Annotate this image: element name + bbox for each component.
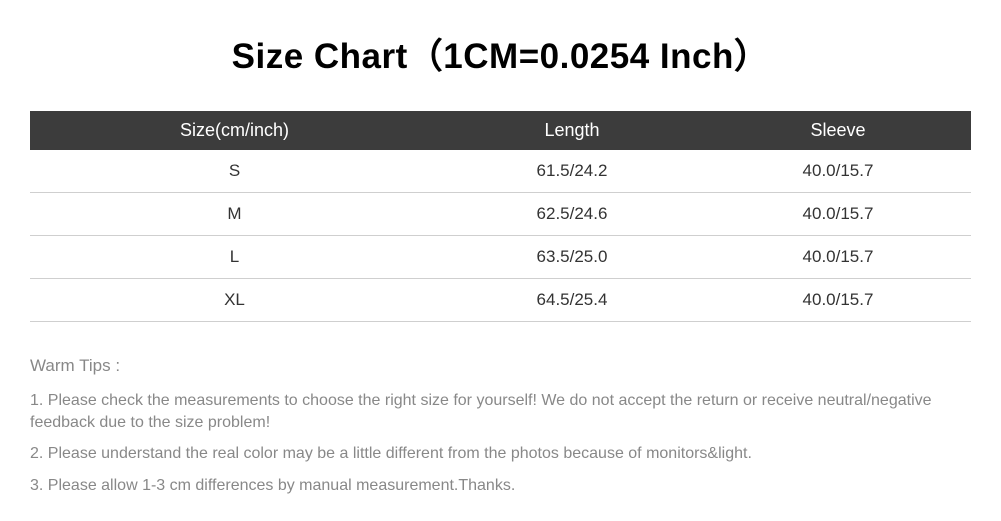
cell-sleeve: 40.0/15.7	[705, 150, 971, 193]
cell-length: 64.5/25.4	[439, 279, 705, 322]
col-header-size: Size(cm/inch)	[30, 111, 439, 150]
cell-sleeve: 40.0/15.7	[705, 279, 971, 322]
col-header-sleeve: Sleeve	[705, 111, 971, 150]
table-row: L 63.5/25.0 40.0/15.7	[30, 236, 971, 279]
cell-size: S	[30, 150, 439, 193]
size-table-container: Size(cm/inch) Length Sleeve S 61.5/24.2 …	[30, 111, 971, 322]
cell-length: 62.5/24.6	[439, 193, 705, 236]
cell-size: M	[30, 193, 439, 236]
tip-item: 1. Please check the measurements to choo…	[30, 390, 971, 433]
table-row: M 62.5/24.6 40.0/15.7	[30, 193, 971, 236]
cell-sleeve: 40.0/15.7	[705, 193, 971, 236]
table-row: S 61.5/24.2 40.0/15.7	[30, 150, 971, 193]
cell-sleeve: 40.0/15.7	[705, 236, 971, 279]
tips-list: 1. Please check the measurements to choo…	[30, 390, 971, 496]
cell-length: 63.5/25.0	[439, 236, 705, 279]
col-header-length: Length	[439, 111, 705, 150]
page-title: Size Chart（1CM=0.0254 Inch）	[0, 0, 1001, 99]
cell-size: L	[30, 236, 439, 279]
tip-item: 2. Please understand the real color may …	[30, 443, 971, 465]
cell-size: XL	[30, 279, 439, 322]
table-header-row: Size(cm/inch) Length Sleeve	[30, 111, 971, 150]
tip-item: 3. Please allow 1-3 cm differences by ma…	[30, 475, 971, 497]
table-row: XL 64.5/25.4 40.0/15.7	[30, 279, 971, 322]
tips-title: Warm Tips :	[30, 356, 971, 376]
size-table: Size(cm/inch) Length Sleeve S 61.5/24.2 …	[30, 111, 971, 322]
cell-length: 61.5/24.2	[439, 150, 705, 193]
warm-tips: Warm Tips : 1. Please check the measurem…	[30, 356, 971, 496]
